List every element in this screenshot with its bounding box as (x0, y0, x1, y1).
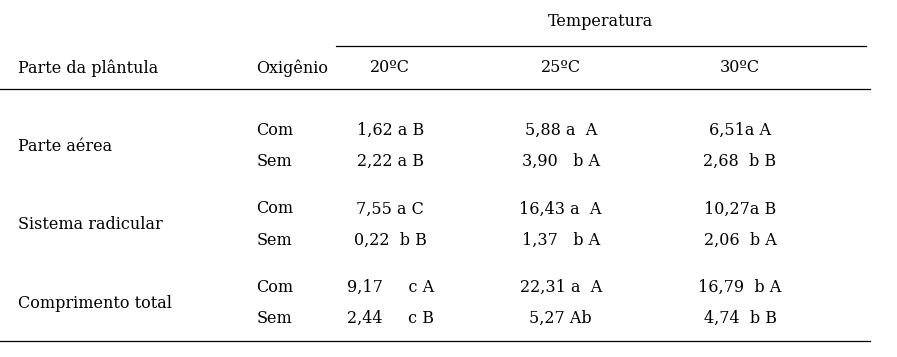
Text: 3,90   b A: 3,90 b A (522, 153, 599, 170)
Text: 7,55 a C: 7,55 a C (356, 200, 424, 217)
Text: Parte da plântula: Parte da plântula (18, 59, 158, 77)
Text: 25ºC: 25ºC (541, 59, 580, 76)
Text: 2,06  b A: 2,06 b A (703, 232, 777, 249)
Text: 1,37   b A: 1,37 b A (521, 232, 600, 249)
Text: 22,31 a  A: 22,31 a A (519, 279, 602, 296)
Text: Comprimento total: Comprimento total (18, 295, 172, 312)
Text: 2,68  b B: 2,68 b B (703, 153, 777, 170)
Text: Sem: Sem (257, 232, 292, 249)
Text: Sistema radicular: Sistema radicular (18, 216, 162, 233)
Text: 2,22 a B: 2,22 a B (357, 153, 423, 170)
Text: Com: Com (257, 122, 293, 139)
Text: 30ºC: 30ºC (720, 59, 760, 76)
Text: Parte aérea: Parte aérea (18, 137, 112, 155)
Text: Com: Com (257, 279, 293, 296)
Text: Temperatura: Temperatura (548, 13, 654, 30)
Text: 5,88 a  A: 5,88 a A (525, 122, 597, 139)
Text: 16,43 a  A: 16,43 a A (519, 200, 602, 217)
Text: Sem: Sem (257, 153, 292, 170)
Text: 6,51a A: 6,51a A (709, 122, 771, 139)
Text: 20ºC: 20ºC (370, 59, 410, 76)
Text: Com: Com (257, 200, 293, 217)
Text: Oxigênio: Oxigênio (256, 59, 327, 77)
Text: 1,62 a B: 1,62 a B (357, 122, 423, 139)
Text: 5,27 Ab: 5,27 Ab (529, 310, 592, 327)
Text: Sem: Sem (257, 310, 292, 327)
Text: 16,79  b A: 16,79 b A (699, 279, 781, 296)
Text: 9,17     c A: 9,17 c A (346, 279, 434, 296)
Text: 4,74  b B: 4,74 b B (703, 310, 777, 327)
Text: 0,22  b B: 0,22 b B (353, 232, 427, 249)
Text: 2,44     c B: 2,44 c B (347, 310, 433, 327)
Text: 10,27a B: 10,27a B (704, 200, 776, 217)
